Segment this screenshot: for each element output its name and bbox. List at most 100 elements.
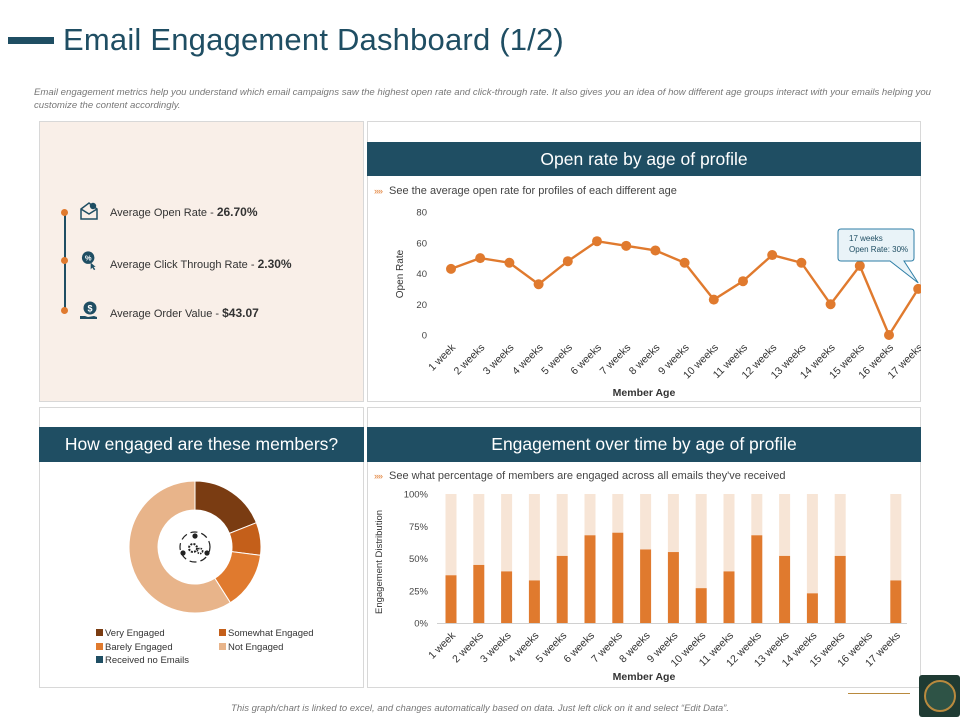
metric-separator: - bbox=[247, 259, 258, 271]
metric-avg-open-rate: Average Open Rate - 26.70% bbox=[110, 205, 258, 219]
metric-avg-click-through-rate: Average Click Through Rate - 2.30% bbox=[110, 257, 292, 271]
bar-not-engaged bbox=[501, 494, 513, 572]
y-tick-label: 100% bbox=[404, 490, 429, 501]
data-point bbox=[767, 250, 778, 261]
page-description: Email engagement metrics help you unders… bbox=[34, 87, 931, 111]
y-tick-label: 80 bbox=[416, 208, 427, 219]
data-point bbox=[621, 240, 632, 251]
legend-label: Barely Engaged bbox=[105, 642, 173, 653]
over-time-header: Engagement over time by age of profile bbox=[367, 427, 921, 462]
data-point bbox=[854, 260, 865, 271]
bar-not-engaged bbox=[723, 494, 735, 572]
metric-label: Average Click Through Rate bbox=[110, 259, 248, 271]
legend-item-not-engaged: Not Engaged bbox=[219, 642, 283, 653]
dollar-hand-icon: $ bbox=[80, 301, 97, 319]
y-tick-label: 25% bbox=[409, 586, 429, 597]
gear bbox=[196, 547, 204, 555]
data-point bbox=[913, 283, 921, 294]
open-rate-subtitle-text: See the average open rate for profiles o… bbox=[389, 185, 677, 197]
x-tick-label: 3 weeks bbox=[481, 342, 517, 378]
chevron-marker-icon: ›››› bbox=[374, 471, 383, 481]
y-tick-label: 50% bbox=[409, 554, 429, 565]
bar-not-engaged bbox=[473, 494, 485, 565]
metric-value: 26.70% bbox=[216, 205, 258, 219]
data-point bbox=[679, 257, 690, 268]
legend-item-very-engaged: Very Engaged bbox=[96, 628, 165, 639]
person-head bbox=[192, 533, 198, 539]
svg-text:$: $ bbox=[87, 304, 92, 314]
bar-engaged bbox=[695, 588, 707, 623]
percent-click-icon: % bbox=[81, 251, 96, 271]
open-rate-subtitle: ›››› See the average open rate for profil… bbox=[374, 185, 677, 197]
x-axis-label: Member Age bbox=[613, 387, 676, 399]
y-axis-label: Engagement Distribution bbox=[374, 510, 385, 614]
metric-dot bbox=[61, 307, 68, 314]
metric-dot bbox=[61, 257, 68, 264]
callout-line1: 17 weeks bbox=[849, 234, 883, 243]
legend-item-somewhat-engaged: Somewhat Engaged bbox=[219, 628, 314, 639]
bar-engaged bbox=[556, 555, 568, 623]
metric-value: $43.07 bbox=[222, 306, 259, 320]
bar-not-engaged bbox=[584, 494, 596, 536]
data-point bbox=[533, 279, 544, 290]
x-tick-label: 4 weeks bbox=[510, 342, 546, 378]
brand-logo-ring bbox=[924, 680, 956, 712]
metric-label: Average Order Value bbox=[110, 308, 213, 320]
legend-swatch bbox=[96, 656, 103, 663]
brand-divider bbox=[848, 693, 910, 694]
over-time-subtitle-text: See what percentage of members are engag… bbox=[389, 470, 786, 482]
legend-swatch bbox=[96, 629, 103, 636]
y-axis-label: Open Rate bbox=[395, 249, 406, 298]
legend-item-barely-engaged: Barely Engaged bbox=[96, 642, 173, 653]
data-point bbox=[504, 257, 515, 268]
metric-avg-order-value: Average Order Value - $43.07 bbox=[110, 306, 259, 320]
y-tick-label: 0 bbox=[422, 331, 427, 342]
donut-slice-not-engaged bbox=[128, 480, 232, 614]
y-tick-label: 60 bbox=[416, 238, 427, 249]
x-tick-label: 8 weeks bbox=[627, 342, 663, 378]
data-point bbox=[592, 236, 602, 247]
bar-engaged bbox=[640, 549, 652, 623]
x-axis-label: Member Age bbox=[613, 671, 676, 683]
callout-box bbox=[837, 228, 919, 284]
y-tick-label: 20 bbox=[416, 300, 427, 311]
footer-note: This graph/chart is linked to excel, and… bbox=[231, 703, 729, 714]
open-rate-header: Open rate by age of profile bbox=[367, 142, 921, 176]
team-gear-icon bbox=[179, 531, 211, 563]
legend-swatch bbox=[219, 629, 226, 636]
x-tick-label: 6 weeks bbox=[568, 342, 604, 378]
bar-engaged bbox=[834, 555, 846, 623]
y-tick-label: 40 bbox=[416, 269, 427, 280]
donut-slice-very-engaged bbox=[194, 480, 258, 535]
metric-label: Average Open Rate bbox=[110, 207, 208, 219]
data-point bbox=[825, 299, 836, 310]
data-point bbox=[475, 253, 486, 264]
cycle-ring bbox=[179, 531, 211, 563]
bar-not-engaged bbox=[695, 494, 707, 589]
data-point bbox=[446, 263, 456, 274]
x-tick-label: 5 weeks bbox=[539, 342, 575, 378]
bar-not-engaged bbox=[751, 494, 763, 536]
bar-engaged bbox=[751, 535, 763, 623]
bar-not-engaged bbox=[556, 494, 568, 556]
y-tick-label: 0% bbox=[414, 619, 428, 630]
bar-not-engaged bbox=[806, 494, 818, 594]
brand-logo bbox=[919, 675, 960, 717]
metric-separator: - bbox=[207, 207, 217, 219]
tooltip-callout: 17 weeks Open Rate: 30% bbox=[837, 228, 919, 284]
metrics-panel bbox=[39, 121, 364, 402]
x-tick-label: 7 weeks bbox=[598, 342, 634, 378]
data-point bbox=[708, 294, 719, 305]
person-head bbox=[180, 550, 186, 556]
page-title: Email Engagement Dashboard (1/2) bbox=[63, 22, 564, 57]
legend-label: Not Engaged bbox=[228, 642, 284, 653]
person-head bbox=[204, 550, 210, 556]
bar-not-engaged bbox=[667, 494, 679, 553]
bar-not-engaged bbox=[834, 494, 846, 556]
bar-engaged bbox=[890, 580, 902, 623]
bar-not-engaged bbox=[890, 494, 902, 581]
bar-engaged bbox=[584, 535, 596, 623]
bar-engaged bbox=[806, 593, 818, 623]
svg-text:%: % bbox=[85, 254, 92, 263]
bar-engaged bbox=[612, 532, 624, 623]
